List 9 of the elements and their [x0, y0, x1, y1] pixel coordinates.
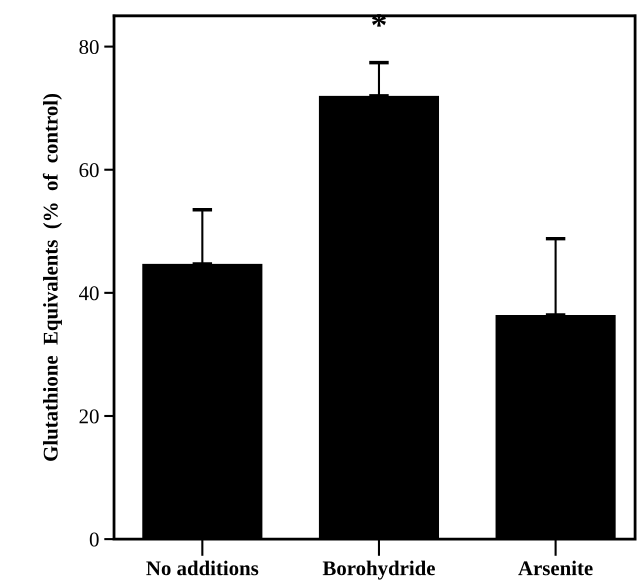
y-tick-label: 40 [79, 286, 99, 300]
y-axis-title: Glutathione Equivalents (% of control) [42, 94, 62, 461]
y-tick-label: 60 [80, 163, 99, 178]
y-tick-label: 80 [79, 40, 99, 54]
x-tick-label: Arsenite [518, 560, 593, 576]
x-tick-label: Borohydride [322, 560, 435, 580]
x-tick-label: No additions [146, 560, 258, 576]
y-tick-label: 0 [90, 532, 99, 547]
y-tick-label: 20 [80, 409, 99, 424]
